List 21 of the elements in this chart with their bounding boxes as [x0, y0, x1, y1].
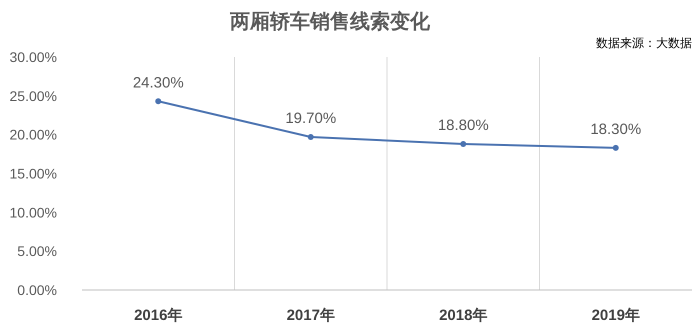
- point: [308, 134, 314, 140]
- y-tick-label: 30.00%: [10, 49, 57, 65]
- y-tick-label: 20.00%: [10, 126, 57, 143]
- y-tick-label: 0.00%: [17, 282, 57, 298]
- chart-title: 两厢轿车销售线索变化: [229, 10, 431, 33]
- y-tick-label: 15.00%: [10, 166, 57, 182]
- x-tick-label: 2019年: [592, 307, 640, 324]
- point: [460, 140, 466, 147]
- point: [612, 144, 619, 151]
- source-note: 数据来源：大数据: [596, 36, 692, 50]
- x-tick-label: 2018年: [439, 307, 488, 324]
- data-label: 18.80%: [438, 116, 489, 134]
- data-label: 24.30%: [132, 74, 184, 92]
- point: [155, 98, 162, 104]
- data-label: 18.30%: [590, 120, 642, 138]
- data-label: 19.70%: [285, 110, 336, 127]
- x-tick-label: 2016年: [134, 307, 182, 324]
- y-tick-label: 5.00%: [17, 243, 57, 260]
- y-tick-label: 25.00%: [10, 88, 57, 104]
- x-tick-label: 2017年: [286, 307, 335, 324]
- y-tick-label: 10.00%: [10, 204, 57, 220]
